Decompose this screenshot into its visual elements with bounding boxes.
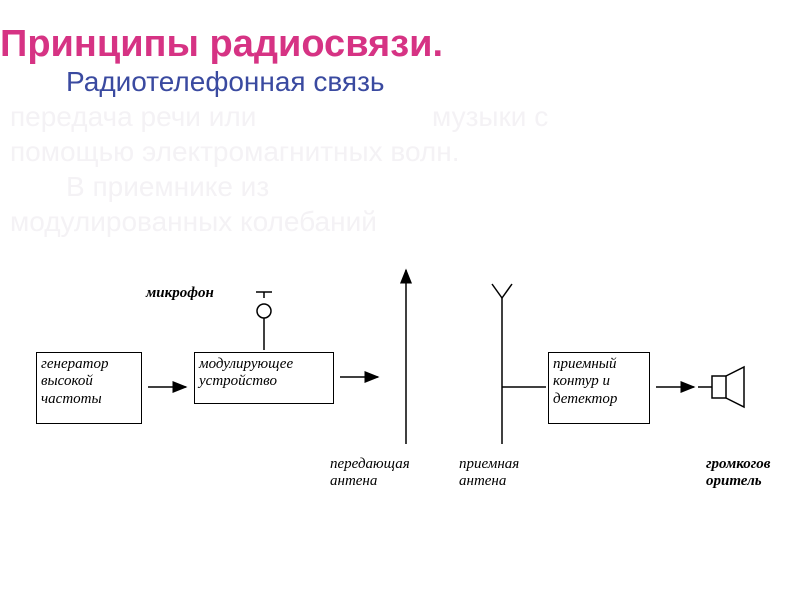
tx-antenna-label: передающая антена (330, 456, 410, 489)
faded-line-5: модулированных колебаний (10, 206, 377, 238)
tx-antenna-label-1: передающая (330, 456, 410, 473)
faded-line-2: музыки с (432, 101, 548, 133)
subtitle: Радиотелефонная связь (66, 66, 385, 98)
speaker-label-1: громкогов (706, 456, 771, 473)
speaker-label: громкогов оритель (706, 456, 771, 489)
receiver-box: приемный контур и детектор (548, 352, 650, 424)
modulator-box: модулирующее устройство (194, 352, 334, 404)
modulator-line-1: модулирующее (199, 356, 329, 373)
page-title: Принципы радиосвязи. (0, 23, 800, 66)
generator-line-1: генератор (41, 356, 137, 373)
generator-line-3: частоты (41, 391, 137, 408)
faded-line-1: передача речи или (10, 101, 256, 133)
rx-antenna-label-2: антена (459, 473, 519, 490)
modulator-line-2: устройство (199, 373, 329, 390)
faded-line-4: В приемнике из (66, 171, 269, 203)
receiver-line-3: детектор (553, 391, 645, 408)
microphone-label: микрофон (146, 285, 214, 302)
generator-line-2: высокой (41, 373, 137, 390)
faded-line-3: помощью электромагнитных волн. (10, 136, 460, 168)
speaker-label-2: оритель (706, 473, 771, 490)
generator-box: генератор высокой частоты (36, 352, 142, 424)
rx-antenna-label-1: приемная (459, 456, 519, 473)
tx-antenna-label-2: антена (330, 473, 410, 490)
receiver-line-1: приемный (553, 356, 645, 373)
rx-antenna-label: приемная антена (459, 456, 519, 489)
receiver-line-2: контур и (553, 373, 645, 390)
